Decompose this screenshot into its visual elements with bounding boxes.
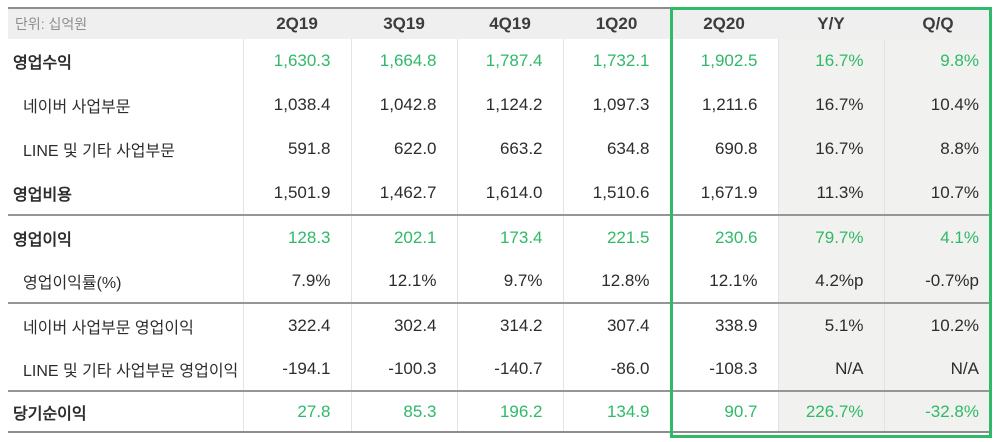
value-cell: 1,664.8 [350,39,457,83]
value-cell: 302.4 [350,303,457,347]
value-cell: 226.7% [777,391,884,432]
value-cell: 1,462.7 [350,171,457,215]
value-cell: -86.0 [562,347,670,391]
value-cell: -0.7%p [883,259,992,303]
row-label: 영업비용 [13,186,72,204]
row-label: 영업수익 [13,55,72,72]
value-cell: 202.1 [350,215,457,259]
value-cell: 16.7% [777,127,884,171]
value-cell: 622.0 [350,127,457,171]
value-cell: 307.4 [562,303,670,347]
value-cell: 1,732.1 [562,39,670,83]
value-cell: -100.3 [350,347,457,391]
value-cell: 634.8 [562,127,670,171]
value-cell: -32.8% [883,391,992,432]
value-cell: 322.4 [242,303,351,347]
value-cell: 9.8% [883,39,992,83]
row-label: 네이버 사업부문 영업이익 [23,319,194,337]
value-cell: 27.8 [242,391,351,432]
value-cell: 10.2% [883,303,992,347]
value-cell: -140.7 [456,347,563,391]
value-cell: N/A [883,347,992,391]
table-row: 영업수익 1,630.3 1,664.8 1,787.4 1,732.1 1,902.5 1… [8,39,992,83]
quarterly-financials-table: 단위: 십억원 2Q19 3Q19 4Q19 1Q20 2Q20 Y/Y Q/Q… [8,7,992,433]
value-cell: 663.2 [456,127,563,171]
value-cell: 8.8% [883,127,992,171]
table-row: 네이버 사업부문 1,038.4 1,042.8 1,124.2 1,097.3 1,21… [8,83,992,127]
header-row: 단위: 십억원 2Q19 3Q19 4Q19 1Q20 2Q20 Y/Y Q/Q [8,8,992,39]
value-cell: 230.6 [669,215,778,259]
row-label: 영업이익 [13,231,72,249]
table-row: LINE 및 기타 사업부문 591.8 622.0 663.2 634.8 690.8 1… [8,127,992,171]
value-cell: 1,038.4 [242,83,351,127]
value-cell: 9.7% [456,259,563,303]
col-header-yy: Y/Y [817,14,845,33]
value-cell: 12.1% [669,259,778,303]
value-cell: 4.1% [883,215,992,259]
value-cell: 1,510.6 [562,171,670,215]
value-cell: 12.1% [350,259,457,303]
value-cell: 4.2%p [777,259,884,303]
value-cell: 1,124.2 [456,83,563,127]
value-cell: 10.7% [883,171,992,215]
table-row: 영업비용 1,501.9 1,462.7 1,614.0 1,510.6 1,671.9 1… [8,171,992,215]
table-row: 네이버 사업부문 영업이익 322.4 302.4 314.2 307.4 338.9 5.… [8,303,992,347]
value-cell: -194.1 [242,347,351,391]
col-header-2q19: 2Q19 [276,14,318,33]
value-cell: 85.3 [350,391,457,432]
group-segment-operating-profit: 네이버 사업부문 영업이익 322.4 302.4 314.2 307.4 338.9 5.… [8,303,992,391]
row-label: 당기순이익 [13,405,87,423]
value-cell: 1,042.8 [350,83,457,127]
unit-label: 단위: 십억원 [15,16,88,32]
value-cell: 7.9% [242,259,351,303]
value-cell: 79.7% [777,215,884,259]
value-cell: 16.7% [777,83,884,127]
col-header-qq: Q/Q [922,14,954,33]
value-cell: 90.7 [669,391,778,432]
value-cell: 12.8% [562,259,670,303]
col-header-3q19: 3Q19 [383,14,425,33]
table-row: 영업이익률(%) 7.9% 12.1% 9.7% 12.8% 12.1% 4.2%p -0.7… [8,259,992,303]
col-header-1q20: 1Q20 [595,14,638,33]
row-label: 네이버 사업부문 [23,99,131,116]
value-cell: 690.8 [669,127,778,171]
value-cell: 173.4 [456,215,563,259]
row-label: LINE 및 기타 사업부문 영업이익 [23,362,239,380]
value-cell: 134.9 [562,391,670,432]
value-cell: 16.7% [777,39,884,83]
table-row: 영업이익 128.3 202.1 173.4 221.5 230.6 79.7% 4.1% [8,215,992,259]
row-label: 영업이익률(%) [23,274,122,292]
table-row: LINE 및 기타 사업부문 영업이익 -194.1 -100.3 -140.7 -86… [8,347,992,391]
value-cell: -108.3 [669,347,778,391]
value-cell: 1,671.9 [669,171,778,215]
value-cell: 314.2 [456,303,563,347]
group-net-profit: 당기순이익 27.8 85.3 196.2 134.9 90.7 226.7% -32.8% [8,391,992,432]
value-cell: 128.3 [242,215,351,259]
value-cell: 221.5 [562,215,670,259]
value-cell: 1,097.3 [562,83,670,127]
value-cell: 10.4% [883,83,992,127]
row-label: LINE 및 기타 사업부문 [23,143,175,160]
value-cell: N/A [777,347,884,391]
value-cell: 1,211.6 [669,83,778,127]
col-header-4q19: 4Q19 [489,14,531,33]
group-operating-profit: 영업이익 128.3 202.1 173.4 221.5 230.6 79.7% 4.1% 영업… [8,215,992,303]
value-cell: 1,501.9 [242,171,351,215]
value-cell: 196.2 [456,391,563,432]
group-revenue: 영업수익 1,630.3 1,664.8 1,787.4 1,732.1 1,902.5 1… [8,39,992,215]
value-cell: 1,902.5 [669,39,778,83]
value-cell: 1,630.3 [242,39,351,83]
value-cell: 591.8 [242,127,351,171]
value-cell: 5.1% [777,303,884,347]
col-header-2q20: 2Q20 [703,14,745,33]
value-cell: 338.9 [669,303,778,347]
value-cell: 1,614.0 [456,171,563,215]
value-cell: 1,787.4 [456,39,563,83]
value-cell: 11.3% [777,171,884,215]
table-row: 당기순이익 27.8 85.3 196.2 134.9 90.7 226.7% -32.8% [8,391,992,432]
